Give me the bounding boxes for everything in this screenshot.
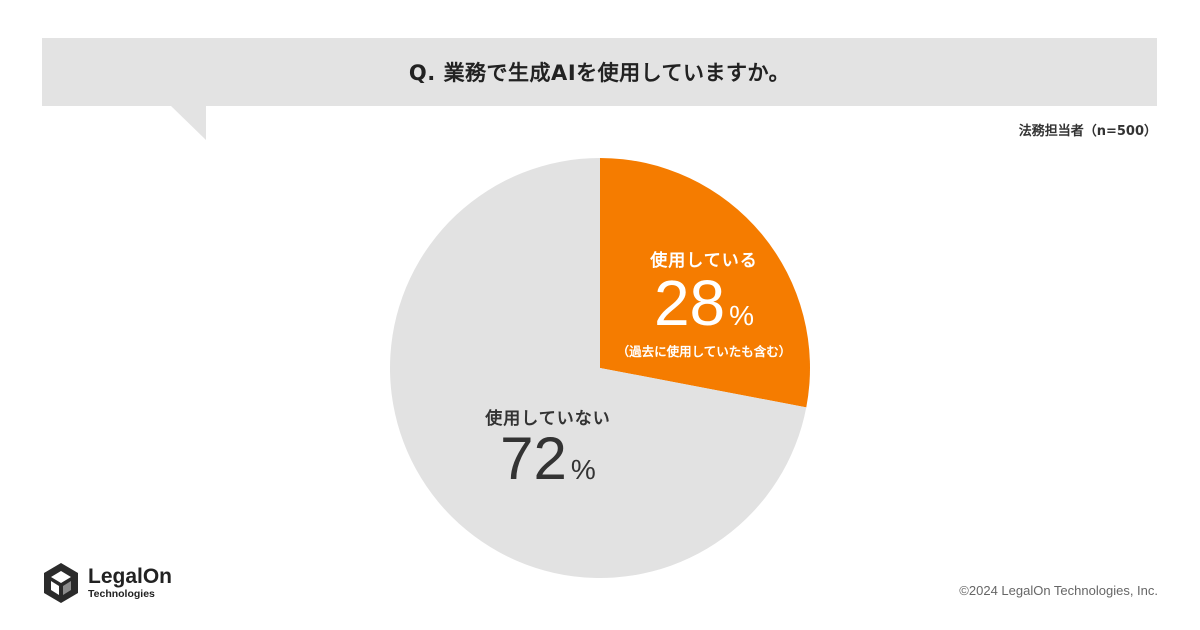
slice-value-used: 28% bbox=[598, 271, 810, 335]
slice-number-used: 28 bbox=[653, 267, 726, 339]
pie-chart bbox=[390, 158, 810, 578]
legalon-hexagon-icon bbox=[44, 563, 78, 603]
slice-label-not-used: 使用していない 72% bbox=[468, 404, 628, 489]
logo-name: LegalOn bbox=[88, 565, 173, 589]
pie-slice-not-used bbox=[390, 158, 807, 578]
pie-slice-used bbox=[600, 158, 810, 408]
copyright: ©2024 LegalOn Technologies, Inc. bbox=[959, 583, 1158, 598]
question-title: Q. 業務で生成AIを使用していますか。 bbox=[408, 61, 791, 85]
slice-name-used: 使用している bbox=[650, 251, 758, 271]
speech-bubble-tail bbox=[170, 105, 206, 140]
slice-unit-not-used: % bbox=[570, 454, 596, 485]
slice-label-used: 使用している 28% （過去に使用していたも含む） bbox=[598, 246, 810, 360]
slice-unit-used: % bbox=[729, 300, 755, 331]
slice-name-not-used: 使用していない bbox=[485, 409, 611, 429]
logo-subtitle: Technologies bbox=[88, 588, 155, 601]
slice-number-not-used: 72 bbox=[500, 425, 567, 492]
slice-value-not-used: 72% bbox=[468, 429, 628, 489]
sample-size-note: 法務担当者（n=500） bbox=[1018, 124, 1157, 139]
company-logo: LegalOn Technologies bbox=[42, 562, 172, 604]
slice-note-used: （過去に使用していたも含む） bbox=[616, 344, 792, 359]
question-banner: Q. 業務で生成AIを使用していますか。 bbox=[42, 38, 1157, 106]
